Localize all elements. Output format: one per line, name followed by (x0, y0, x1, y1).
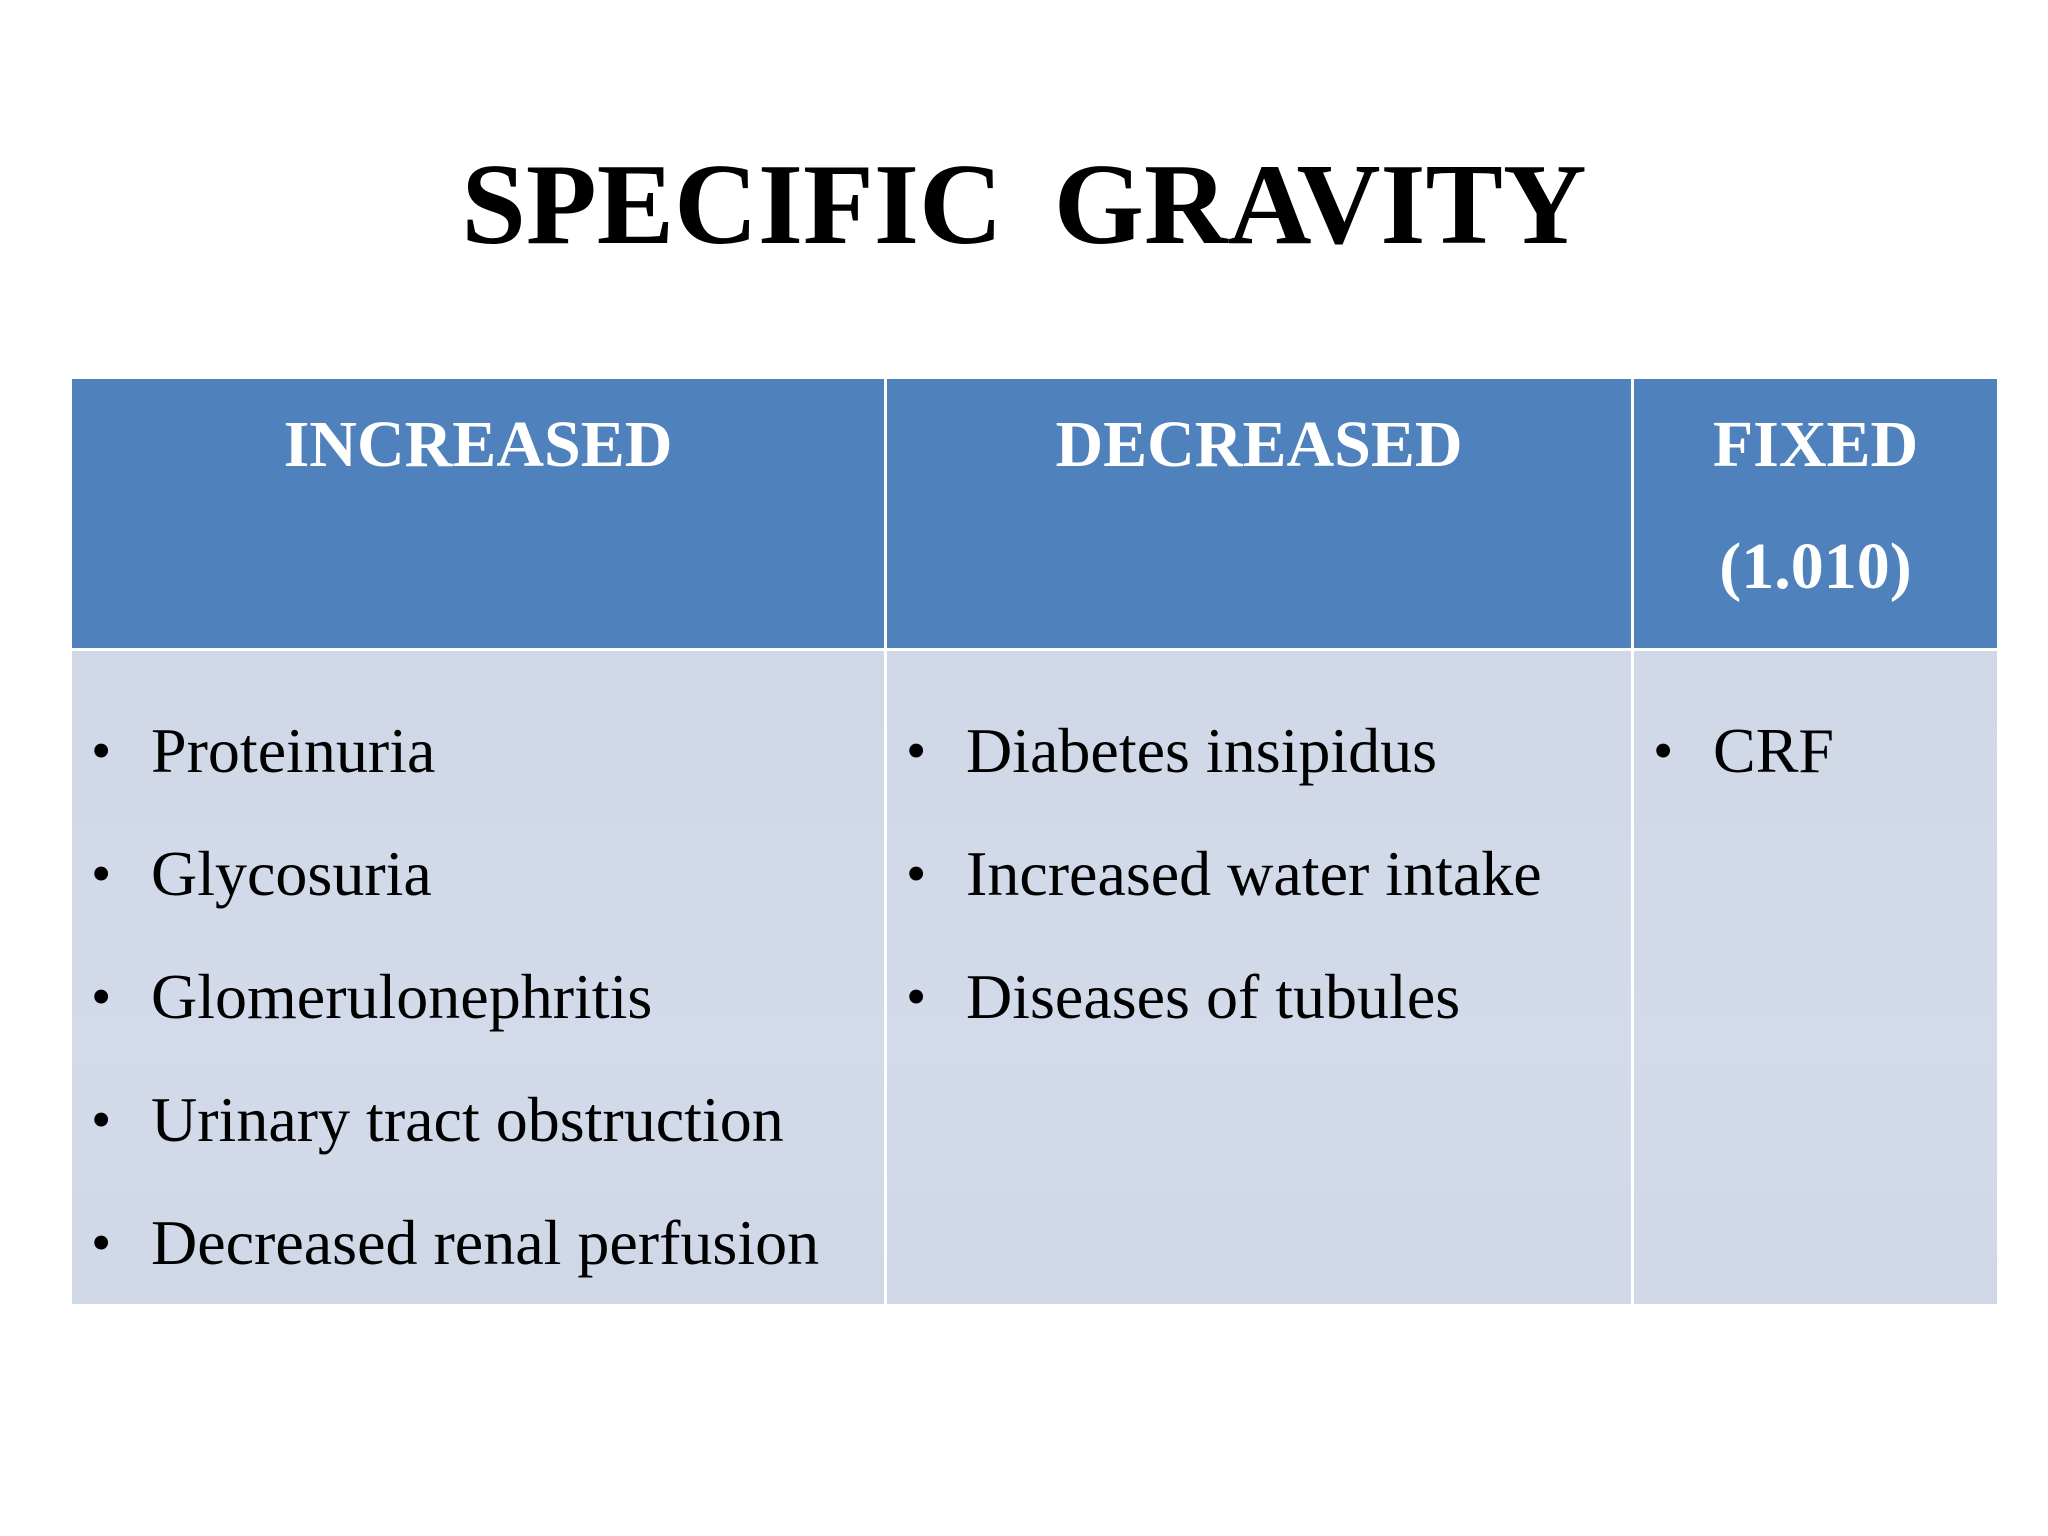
list-item: • Glycosuria (72, 812, 884, 935)
list-item-text: Diseases of tubules (966, 961, 1461, 1032)
bullet-icon: • (91, 1210, 112, 1275)
header-decreased-label: DECREASED (1055, 408, 1463, 481)
bullet-icon: • (91, 718, 112, 783)
cell-increased: • Proteinuria • Glycosuria • Glomerulonephr… (69, 648, 887, 1307)
fixed-list: • CRF (1634, 651, 1997, 812)
bullet-icon: • (906, 964, 927, 1029)
list-item: • Diseases of tubules (887, 935, 1631, 1058)
specific-gravity-table: INCREASED DECREASED FIXED (1.010) • Prote… (69, 376, 2000, 1307)
list-item-text: Increased water intake (966, 838, 1542, 909)
header-fixed-value: (1.010) (1719, 530, 1912, 603)
list-item-text: Urinary tract obstruction (151, 1084, 784, 1155)
list-item-text: Diabetes insipidus (966, 715, 1438, 786)
header-decreased: DECREASED (884, 376, 1634, 651)
cell-decreased: • Diabetes insipidus • Increased water int… (884, 648, 1634, 1307)
header-increased-label: INCREASED (283, 408, 673, 481)
list-item-text: CRF (1713, 715, 1834, 786)
list-item: • Diabetes insipidus (887, 689, 1631, 812)
list-item: • CRF (1634, 689, 1997, 812)
table-body-row: • Proteinuria • Glycosuria • Glomerulonephr… (69, 648, 2000, 1307)
header-fixed: FIXED (1.010) (1631, 376, 2000, 651)
header-increased: INCREASED (69, 376, 887, 651)
list-item-text: Glomerulonephritis (151, 961, 653, 1032)
list-item: • Increased water intake (887, 812, 1631, 935)
bullet-icon: • (91, 1087, 112, 1152)
bullet-icon: • (906, 718, 927, 783)
decreased-list: • Diabetes insipidus • Increased water int… (887, 651, 1631, 1058)
list-item-text: Proteinuria (151, 715, 436, 786)
header-fixed-label: FIXED (1712, 408, 1919, 481)
list-item: • Glomerulonephritis (72, 935, 884, 1058)
list-item: • Decreased renal perfusion (72, 1181, 884, 1304)
slide-title: SPECIFIC GRAVITY (461, 141, 1587, 269)
list-item-text: Glycosuria (151, 838, 432, 909)
list-item-text: Decreased renal perfusion (151, 1207, 820, 1278)
bullet-icon: • (1653, 718, 1674, 783)
list-item: • Urinary tract obstruction (72, 1058, 884, 1181)
list-item: • Proteinuria (72, 689, 884, 812)
bullet-icon: • (91, 841, 112, 906)
cell-fixed: • CRF (1631, 648, 2000, 1307)
bullet-icon: • (906, 841, 927, 906)
bullet-icon: • (91, 964, 112, 1029)
increased-list: • Proteinuria • Glycosuria • Glomerulonephr… (72, 651, 884, 1304)
comparison-table: INCREASED DECREASED FIXED (1.010) • Prote… (69, 376, 2000, 1307)
table-header-row: INCREASED DECREASED FIXED (1.010) (69, 376, 2000, 651)
